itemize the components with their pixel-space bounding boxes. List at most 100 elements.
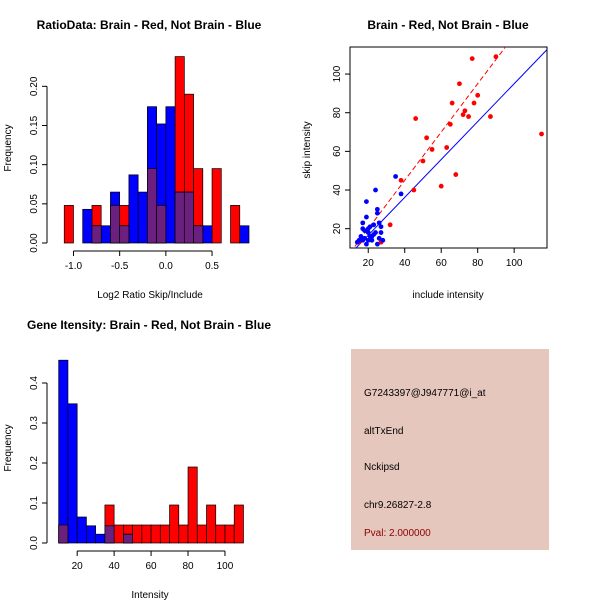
intensity-histogram-x-tick-label: 40 <box>109 561 121 572</box>
intensity-histogram-bar-brain <box>169 504 180 544</box>
intensity-histogram-ylabel: Frequency <box>3 424 14 471</box>
scatter-point-not-brain <box>367 224 373 230</box>
ratio-histogram-panel: RatioData: Brain - Red, Not Brain - Blue… <box>3 18 262 301</box>
scatter-point-not-brain <box>360 220 366 226</box>
scatter-y-tick-label: 20 <box>332 223 343 235</box>
intensity-histogram-bar-brain <box>215 524 226 544</box>
scatter-point-not-brain <box>373 230 378 235</box>
gene-name: Nckipsd <box>364 462 400 473</box>
ratio-histogram-bar-not-brain <box>165 106 176 244</box>
intensity-histogram-bar-not-brain <box>95 533 106 544</box>
scatter-points <box>354 54 544 247</box>
scatter-ylabel: skip intensity <box>302 121 313 178</box>
intensity-scatter-panel: Brain - Red, Not Brain - Blue include in… <box>302 18 548 301</box>
scatter-point-not-brain <box>364 241 369 247</box>
probe-info-panel: G7243397@J947771@i_at altTxEnd Nckipsd c… <box>351 349 549 550</box>
ratio-histogram-bar-brain <box>230 205 241 244</box>
scatter-point-brain <box>539 131 544 137</box>
ratio-histogram-bar-not-brain <box>137 191 148 244</box>
scatter-y-tick-label: 60 <box>332 145 343 157</box>
intensity-histogram-bar-brain <box>196 524 207 544</box>
intensity-histogram-y-tick-label: 0.3 <box>29 416 40 430</box>
gene-intensity-histogram-panel: Gene Itensity: Brain - Red, Not Brain - … <box>3 318 271 600</box>
scatter-point-brain <box>471 100 477 106</box>
ratio-histogram-xlabel: Log2 Ratio Skip/Include <box>97 290 203 301</box>
scatter-point-not-brain <box>365 237 371 243</box>
scatter-point-not-brain <box>376 235 382 241</box>
scatter-x-tick-label: 100 <box>506 258 523 269</box>
scatter-x-tick-label: 60 <box>436 258 448 269</box>
intensity-histogram-bar-overlap <box>123 533 133 544</box>
scatter-point-not-brain <box>371 222 377 228</box>
scatter-xlabel: include intensity <box>412 290 483 301</box>
p-value: Pval: 2.000000 <box>364 528 431 539</box>
ratio-histogram-bar-not-brain <box>128 174 139 244</box>
scatter-point-brain <box>469 56 475 61</box>
scatter-point-brain <box>420 158 426 164</box>
scatter-point-brain <box>449 100 455 106</box>
intensity-histogram-bar-brain <box>233 504 244 544</box>
scatter-plot-box <box>349 46 548 249</box>
scatter-point-brain <box>475 92 481 98</box>
scatter-point-brain <box>429 147 435 152</box>
scatter-point-not-brain <box>393 174 399 179</box>
scatter-point-brain <box>460 112 466 118</box>
intensity-histogram-y-tick-label: 0.2 <box>29 456 40 470</box>
intensity-histogram-bar-brain <box>150 524 161 544</box>
scatter-point-not-brain <box>356 237 362 243</box>
scatter-y-tick-label: 80 <box>332 107 343 119</box>
intensity-histogram-bar-brain <box>206 504 217 544</box>
ratio-histogram-title: RatioData: Brain - Red, Not Brain - Blue <box>37 18 262 32</box>
ratio-histogram-bar-overlap <box>91 225 102 244</box>
scatter-x-tick-label: 40 <box>399 258 411 269</box>
intensity-histogram-bar-brain <box>224 524 235 544</box>
scatter-point-not-brain <box>380 237 386 243</box>
ratio-histogram-y-tick-label: 0.05 <box>29 194 40 214</box>
scatter-point-not-brain <box>378 230 384 235</box>
intensity-histogram-x-tick-label: 60 <box>146 561 158 572</box>
intensity-histogram-bar-overlap <box>104 525 115 544</box>
intensity-histogram-bar-not-brain <box>58 359 69 544</box>
scatter-point-brain <box>387 222 393 228</box>
ratio-histogram-bar-not-brain <box>82 208 93 244</box>
intensity-histogram-bar-brain <box>141 524 152 544</box>
intensity-histogram-axes: 20 40 60 80 100 0.0 0.1 0.2 0.3 0.4 <box>29 376 234 572</box>
genomic-location: chr9.26827-2.8 <box>364 500 432 511</box>
ratio-histogram-bar-overlap <box>183 191 194 244</box>
intensity-histogram-x-tick-label: 80 <box>182 561 194 572</box>
ratio-histogram-y-tick-label: 0.10 <box>29 154 40 174</box>
intensity-histogram-bar-overlap <box>58 524 69 544</box>
scatter-point-not-brain <box>373 187 378 193</box>
scatter-title: Brain - Red, Not Brain - Blue <box>367 18 529 32</box>
scatter-point-not-brain <box>365 230 371 235</box>
intensity-histogram-bar-brain <box>187 466 198 544</box>
ratio-histogram-bar-not-brain <box>239 225 250 244</box>
intensity-histogram-title: Gene Itensity: Brain - Red, Not Brain - … <box>27 318 271 332</box>
probe-id: G7243397@J947771@i_at <box>364 388 486 399</box>
scatter-point-brain <box>493 54 499 60</box>
intensity-histogram-bar-brain <box>178 524 189 544</box>
ratio-histogram-bar-overlap <box>147 168 157 244</box>
scatter-point-not-brain <box>374 210 380 216</box>
intensity-histogram-bar-not-brain <box>67 403 78 544</box>
scatter-point-brain <box>398 177 404 183</box>
scatter-point-not-brain <box>398 191 404 197</box>
ratio-histogram-y-tick-label: 0.00 <box>29 233 40 253</box>
scatter-point-brain <box>462 108 468 114</box>
scatter-point-not-brain <box>374 241 380 247</box>
ratio-histogram-x-tick-label: 0.5 <box>205 261 219 272</box>
intensity-histogram-x-tick-label: 20 <box>72 561 84 572</box>
intensity-histogram-y-tick-label: 0.0 <box>29 536 40 550</box>
scatter-point-not-brain <box>369 237 375 243</box>
scatter-point-brain <box>457 81 462 87</box>
scatter-axes: 20 40 60 80 100 20 40 60 80 100 <box>332 65 523 269</box>
ratio-histogram-x-tick-label: -0.5 <box>111 261 129 272</box>
scatter-y-tick-label: 100 <box>332 65 343 82</box>
ratio-histogram-axes: -1.0 -0.5 0.0 0.5 0.00 0.05 0.10 0.15 0.20 <box>29 76 219 272</box>
intensity-histogram-y-tick-label: 0.1 <box>29 496 40 510</box>
ratio-histogram-bar-overlap <box>174 191 185 244</box>
ratio-histogram-x-tick-label: 0.0 <box>159 261 173 272</box>
fit-line-not-brain <box>355 49 547 248</box>
event-type: altTxEnd <box>364 426 403 437</box>
scatter-point-not-brain <box>364 199 369 205</box>
